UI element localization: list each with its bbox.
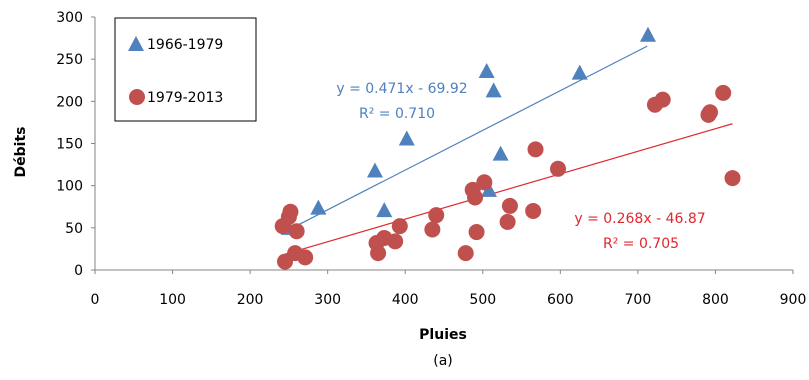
legend-label-1966-1979: 1966-1979 — [147, 37, 223, 53]
x-tick-label: 500 — [469, 292, 496, 308]
legend: 1966-1979 1979-2013 — [114, 17, 257, 122]
y-tick-label: 150 — [56, 137, 83, 153]
x-axis-ticks: 0 100 200 300 400 500 600 700 800 900 — [91, 270, 807, 308]
circle-point — [702, 104, 719, 121]
x-tick-label: 100 — [159, 292, 186, 308]
legend-triangle-marker — [128, 36, 144, 51]
triangle-point — [571, 64, 588, 80]
triangle-point — [492, 145, 509, 161]
legend-label-1979-2013: 1979-2013 — [147, 90, 223, 106]
x-tick-label: 900 — [780, 292, 807, 308]
trendline-1979-2013 — [284, 123, 733, 255]
triangle-point — [485, 82, 502, 98]
y-axis-label: Débits — [13, 127, 29, 178]
x-tick-label: 700 — [625, 292, 652, 308]
circle-point — [428, 207, 445, 224]
circle-point — [550, 160, 567, 177]
circle-point — [424, 221, 441, 238]
triangle-point — [398, 130, 415, 146]
trend-r2-1966-1979: R² = 0.710 — [359, 106, 435, 122]
circle-point — [525, 202, 542, 219]
triangle-point — [310, 199, 327, 215]
triangle-point — [639, 26, 656, 42]
y-tick-label: 50 — [65, 221, 83, 237]
x-tick-label: 400 — [392, 292, 419, 308]
circle-point — [724, 170, 741, 187]
x-axis-label: Pluies — [419, 327, 467, 343]
circle-point — [297, 249, 314, 266]
circle-point — [391, 218, 408, 235]
x-tick-label: 200 — [237, 292, 264, 308]
circle-point — [654, 91, 671, 108]
circle-point — [715, 84, 732, 101]
x-tick-label: 800 — [702, 292, 729, 308]
trend-equation-1979-2013: y = 0.268x - 46.87 — [574, 211, 705, 227]
y-tick-label: 200 — [56, 94, 83, 110]
trend-equation-1966-1979: y = 0.471x - 69.92 — [336, 81, 467, 97]
triangle-point — [366, 162, 383, 178]
circle-point — [387, 233, 404, 250]
circle-point — [468, 224, 485, 241]
circle-point — [476, 174, 493, 191]
y-tick-label: 300 — [56, 10, 83, 26]
y-axis-ticks: 0 50 100 150 200 250 300 — [56, 10, 95, 279]
figure-caption: (a) — [433, 353, 453, 369]
circle-point — [457, 245, 474, 262]
circle-point — [499, 213, 516, 230]
data-points — [274, 26, 741, 270]
trendline-1966-1979 — [288, 45, 648, 231]
trend-r2-1979-2013: R² = 0.705 — [603, 236, 679, 252]
triangle-point — [478, 62, 495, 78]
triangle-point — [480, 181, 497, 197]
x-tick-label: 0 — [91, 292, 100, 308]
x-tick-label: 300 — [314, 292, 341, 308]
circle-point — [527, 141, 544, 158]
circle-point — [501, 197, 518, 214]
circle-point — [370, 245, 387, 262]
triangle-point — [376, 202, 393, 218]
circle-point — [288, 223, 305, 240]
trendlines — [284, 45, 733, 255]
y-tick-label: 0 — [74, 263, 83, 279]
x-tick-label: 600 — [547, 292, 574, 308]
y-tick-label: 100 — [56, 179, 83, 195]
y-tick-label: 250 — [56, 52, 83, 68]
circle-point — [282, 203, 299, 220]
legend-circle-marker — [129, 89, 145, 105]
circle-point — [467, 189, 484, 206]
